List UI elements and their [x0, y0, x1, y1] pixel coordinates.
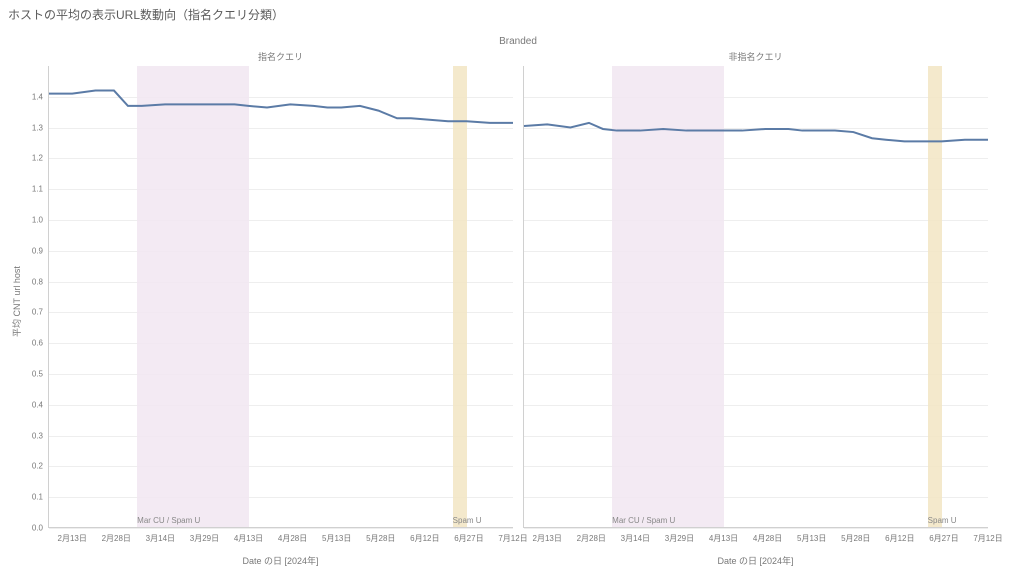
x-tick-label: 4月28日: [753, 527, 782, 544]
x-tick-label: 2月13日: [58, 527, 87, 544]
y-tick-label: 0.4: [32, 400, 49, 409]
x-tick-label: 2月28日: [102, 527, 131, 544]
data-line: [524, 66, 988, 527]
x-tick-label: 4月13日: [234, 527, 263, 544]
y-tick-label: 0.3: [32, 431, 49, 440]
y-tick-label: 0.2: [32, 462, 49, 471]
x-tick-label: 5月28日: [366, 527, 395, 544]
x-tick-label: 6月12日: [885, 527, 914, 544]
x-tick-label: 6月27日: [454, 527, 483, 544]
y-tick-label: 0.9: [32, 246, 49, 255]
chart-container: { "title": { "text": "ホストの平均の表示URL数動向（指名…: [0, 0, 1024, 576]
y-axis-title: 平均 CNT url host: [10, 266, 23, 337]
x-tick-label: 6月12日: [410, 527, 439, 544]
x-tick-label: 5月13日: [322, 527, 351, 544]
data-line: [49, 66, 513, 527]
x-tick-label: 7月12日: [973, 527, 1002, 544]
plot-panel-left: 0.00.10.20.30.40.50.60.70.80.91.01.11.21…: [48, 66, 513, 528]
y-tick-label: 1.4: [32, 92, 49, 101]
x-tick-label: 4月13日: [709, 527, 738, 544]
y-tick-label: 1.3: [32, 123, 49, 132]
plot-panel-right: Mar CU / Spam USpam U2月13日2月28日3月14日3月29…: [523, 66, 988, 528]
panel-label-left: 指名クエリ: [48, 50, 513, 63]
x-tick-label: 2月28日: [577, 527, 606, 544]
y-tick-label: 0.0: [32, 524, 49, 533]
chart-title: ホストの平均の表示URL数動向（指名クエリ分類）: [8, 6, 284, 23]
x-tick-label: 4月28日: [278, 527, 307, 544]
panel-label-right: 非指名クエリ: [523, 50, 988, 63]
x-tick-label: 6月27日: [929, 527, 958, 544]
y-tick-label: 0.8: [32, 277, 49, 286]
x-axis-title-right: Date の日 [2024年]: [523, 554, 988, 567]
facet-super-label: Branded: [48, 36, 988, 47]
x-tick-label: 7月12日: [498, 527, 527, 544]
x-axis-title-left: Date の日 [2024年]: [48, 554, 513, 567]
x-tick-label: 3月29日: [190, 527, 219, 544]
y-tick-label: 0.7: [32, 308, 49, 317]
x-tick-label: 3月29日: [665, 527, 694, 544]
x-tick-label: 5月28日: [841, 527, 870, 544]
y-tick-label: 1.0: [32, 216, 49, 225]
x-tick-label: 5月13日: [797, 527, 826, 544]
y-tick-label: 0.6: [32, 339, 49, 348]
y-tick-label: 0.5: [32, 370, 49, 379]
x-tick-label: 3月14日: [621, 527, 650, 544]
x-tick-label: 2月13日: [533, 527, 562, 544]
y-tick-label: 1.1: [32, 185, 49, 194]
x-tick-label: 3月14日: [146, 527, 175, 544]
y-tick-label: 1.2: [32, 154, 49, 163]
y-tick-label: 0.1: [32, 493, 49, 502]
